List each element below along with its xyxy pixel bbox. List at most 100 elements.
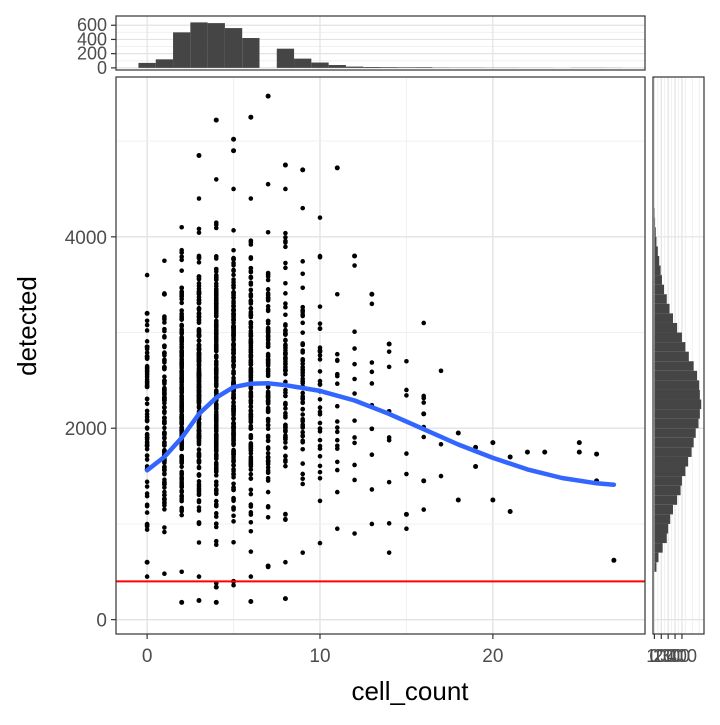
data-point [283,231,288,236]
data-point [300,373,305,378]
right-hist-bar [654,534,666,544]
data-point [145,323,150,328]
y-tick-label: 0 [96,611,107,632]
data-point [145,396,150,401]
data-point [352,441,357,446]
data-point [335,352,340,357]
data-point [179,250,184,255]
x-axis-title: cell_count [351,676,469,706]
data-point [318,426,323,431]
data-point [197,255,202,260]
data-point [318,382,323,387]
data-point [231,407,236,412]
data-point [404,472,409,477]
data-point [145,510,150,515]
data-point [266,287,271,292]
right-hist-bar [654,237,656,247]
top-hist-bar [242,38,259,68]
data-point [249,353,254,358]
data-point [214,428,219,433]
data-point [231,458,236,463]
data-point [231,506,236,511]
data-point [283,329,288,334]
data-point [214,226,219,231]
data-point [370,427,375,432]
data-point [335,490,340,495]
data-point [197,479,202,484]
data-point [249,270,254,275]
data-point [145,311,150,316]
data-point [197,196,202,201]
data-point [266,337,271,342]
data-point [179,225,184,230]
data-point [318,369,323,374]
data-point [179,569,184,574]
right-hist-bar [654,266,660,276]
data-point [387,342,392,347]
data-point [162,357,167,362]
data-point [179,323,184,328]
data-point [577,440,582,445]
data-point [145,426,150,431]
data-point [145,504,150,509]
top-hist-bar [225,28,242,68]
data-point [231,148,236,153]
data-point [162,316,167,321]
data-point [179,455,184,460]
data-point [456,498,461,503]
data-point [369,292,374,297]
data-point [145,273,150,278]
right-hist-bar [654,495,677,505]
data-point [214,404,219,409]
data-point [197,318,202,323]
data-point [231,256,236,261]
data-point [162,351,167,356]
data-point [197,328,202,333]
data-point [335,430,340,435]
data-point [197,454,202,459]
data-point [335,438,340,443]
data-point [197,260,202,265]
data-point [266,504,271,509]
data-point [214,417,219,422]
data-point [249,313,254,318]
data-point [508,454,513,459]
top-hist-bar [363,67,380,68]
data-point [162,482,167,487]
data-point [318,326,323,331]
data-point [249,280,254,285]
data-point [387,349,392,354]
data-point [283,390,288,395]
y-axis-title: detected [12,276,42,376]
data-point [231,416,236,421]
data-point [231,291,236,296]
data-point [231,412,236,417]
data-point [162,327,167,332]
top-hist-bar [311,63,328,68]
data-point [231,514,236,519]
data-point [283,459,288,464]
data-point [179,478,184,483]
data-point [249,325,254,330]
data-point [231,497,236,502]
right-hist-bar [654,246,657,256]
data-point [231,314,236,319]
data-point [197,540,202,545]
data-point [283,245,288,250]
right-hist-x-tick-label: 400 [667,646,697,666]
data-point [335,292,340,297]
right-hist-bar [654,514,670,524]
data-point [231,540,236,545]
data-point [249,434,254,439]
data-point [249,529,254,534]
data-point [197,356,202,361]
data-point [231,452,236,457]
data-point [231,263,236,268]
data-point [197,498,202,503]
data-point [214,289,219,294]
data-point [214,278,219,283]
data-point [197,384,202,389]
data-point [249,574,254,579]
data-point [162,467,167,472]
data-point [283,560,288,565]
